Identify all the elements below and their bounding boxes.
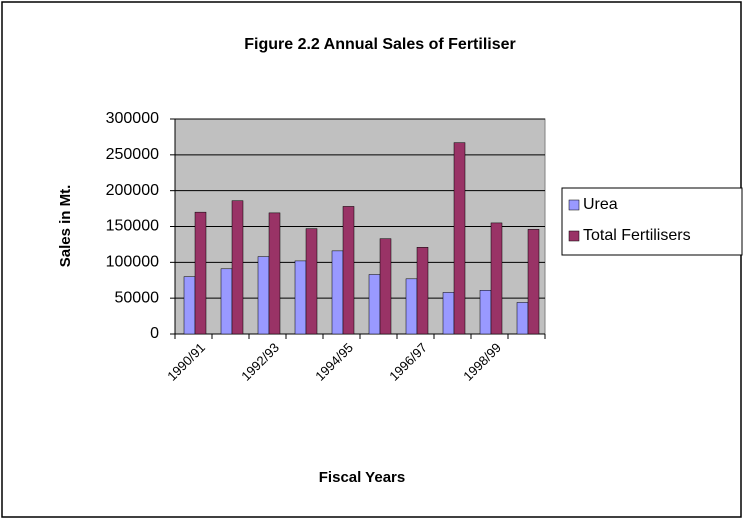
x-axis-label: Fiscal Years xyxy=(319,469,405,486)
legend-box xyxy=(561,187,743,256)
bar xyxy=(405,278,418,335)
y-tick-label: 250000 xyxy=(106,146,159,163)
bar xyxy=(479,290,492,335)
bar xyxy=(183,276,196,335)
y-tick-label: 300000 xyxy=(106,110,159,127)
legend-swatch xyxy=(568,199,580,211)
bar xyxy=(379,238,392,335)
bar xyxy=(268,212,281,335)
y-tick-label: 0 xyxy=(150,325,159,342)
bar xyxy=(194,211,207,335)
bar xyxy=(294,260,307,335)
bar xyxy=(416,247,429,335)
bar xyxy=(331,250,344,335)
y-tick-label: 200000 xyxy=(106,182,159,199)
bar xyxy=(453,142,466,335)
bar xyxy=(368,274,381,335)
legend-label: Total Fertilisers xyxy=(583,227,691,244)
bar xyxy=(220,268,233,335)
y-axis-label: Sales in Mt. xyxy=(57,185,74,268)
bar xyxy=(342,206,355,335)
bar xyxy=(257,256,270,335)
bar xyxy=(490,222,503,335)
y-tick-label: 100000 xyxy=(106,254,159,271)
bar xyxy=(527,229,540,335)
y-tick-label: 150000 xyxy=(106,218,159,235)
bar xyxy=(516,302,529,335)
bar xyxy=(231,200,244,335)
bar xyxy=(442,292,455,335)
chart-title: Figure 2.2 Annual Sales of Fertiliser xyxy=(244,36,515,53)
bar xyxy=(305,228,318,335)
y-tick-label: 50000 xyxy=(115,289,160,306)
legend-label: Urea xyxy=(583,196,618,213)
legend-swatch xyxy=(568,230,580,242)
